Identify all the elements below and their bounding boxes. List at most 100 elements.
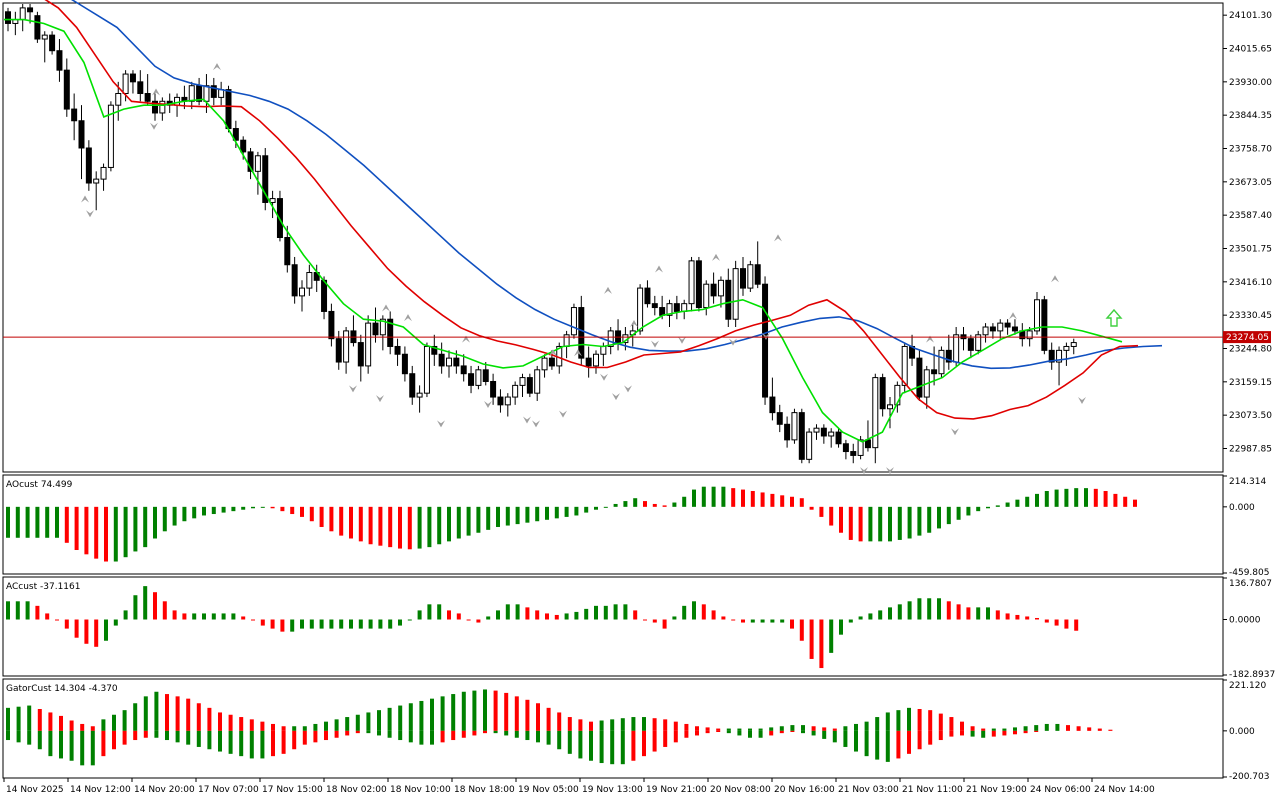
ao-y-axis: 214.314 0.000 -459.805 [1223,475,1269,578]
candle-bear [291,264,298,297]
ac-bar [1054,619,1059,626]
gator-lower-bar [334,730,339,738]
gator-lower-bar [302,730,307,745]
ao-bar [15,506,20,538]
gator-lower-bar [832,730,837,743]
candle-bull [19,7,26,21]
alligator-teeth-line [44,0,1139,420]
ac-bar [260,619,265,626]
ac-bar [398,619,402,626]
ao-bar [721,486,726,507]
gator-lower-bar [69,730,74,761]
ao-bar [897,506,902,540]
time-tick-label: 18 Nov 10:00 [390,785,451,795]
ao-bar [790,496,794,507]
fractal-down-icon [484,400,492,408]
ao-bar [1113,493,1118,507]
ao-bar [692,489,696,507]
ao-bar [221,506,226,513]
ao-bar [358,506,363,542]
gator-upper-bar [345,717,350,731]
candle-bear [328,310,335,340]
gator-upper-bar [631,717,636,731]
gator-lower-bar [620,730,625,765]
arrow-up-icon [1105,308,1123,327]
fractal-down-icon [1078,397,1086,405]
gator-upper-bar [663,719,668,731]
gator-upper-bar [928,710,933,731]
ac-bar [74,619,79,638]
candle-bear [335,338,342,363]
candle-bear [526,377,533,394]
gator-lower-bar [981,730,986,738]
gator-lower-bar [991,730,996,737]
gator-upper-bar [218,712,222,731]
ao-bar [496,506,500,527]
time-tick-label: 21 Nov 03:00 [838,785,899,795]
fractal-down-icon [523,416,531,424]
ao-bar [525,506,530,523]
fractal-up-icon [549,349,557,357]
ac-bar [211,613,216,620]
gator-upper-bar [271,723,275,731]
ac-bar [241,616,246,620]
gator-upper-bar [716,728,721,731]
gator-upper-bar [1023,726,1028,731]
indicator-tick-label: 0.000 [1229,727,1255,737]
gator-upper-bar [27,705,32,731]
ac-bar [594,605,598,620]
ao-label: AOcust 74.499 [6,480,73,490]
ao-bar [927,506,932,533]
price-tick-label: 23501.75 [1229,244,1272,254]
ao-bar [741,489,745,507]
ao-bar [839,506,843,533]
gator-upper-bar [790,725,795,731]
gator-lower-bar [1013,730,1017,735]
ac-bar [162,601,167,620]
ao-bar [123,506,128,558]
candle-bull [1063,345,1070,351]
current-price-line: 23274.05 [3,331,1271,344]
candle-bear [945,349,952,363]
fractal-down-icon [376,395,384,403]
candle-bear [5,11,11,24]
ac-bar [417,610,422,620]
ao-bar [505,506,510,526]
fractal-down-icon [886,467,894,475]
ao-bar [290,506,295,515]
gator-lower-bar [610,730,615,765]
ao-bar [1074,488,1079,507]
ao-bar [986,506,990,509]
ac-bar [672,616,677,620]
gator-upper-bar [122,710,127,731]
gator-upper-bar [811,726,816,731]
gator-upper-bar [970,726,975,731]
gator-upper-bar [917,709,922,731]
gator-upper-bar [525,699,530,731]
candle-bull [541,357,548,371]
ac-bar [437,604,442,620]
gator-lower-bar [589,730,593,761]
ac-bar [956,604,961,620]
gator-lower-bar [430,730,434,745]
ao-bar [329,506,334,532]
gator-upper-bar [6,707,10,731]
time-tick-label: 17 Nov 15:00 [262,785,323,795]
ao-bar [202,506,206,516]
ac-bar [1044,619,1049,623]
gator-upper-bar [578,719,583,731]
candle-bear [835,431,842,445]
ao-bar [809,506,814,510]
candle-bull [100,166,107,180]
ac-bar [1035,617,1039,620]
candle-bear [225,89,232,130]
candle-bear [916,357,923,398]
price-tick-label: 23073.50 [1229,411,1272,421]
candle-bear [129,73,136,83]
gator-lower-bar [112,730,116,750]
candle-bull [732,268,739,320]
time-tick-label: 24 Nov 06:00 [1030,785,1091,795]
time-tick-label: 17 Nov 07:00 [198,785,259,795]
current-price-label: 23274.05 [1226,333,1269,343]
candle-bull [365,322,372,367]
